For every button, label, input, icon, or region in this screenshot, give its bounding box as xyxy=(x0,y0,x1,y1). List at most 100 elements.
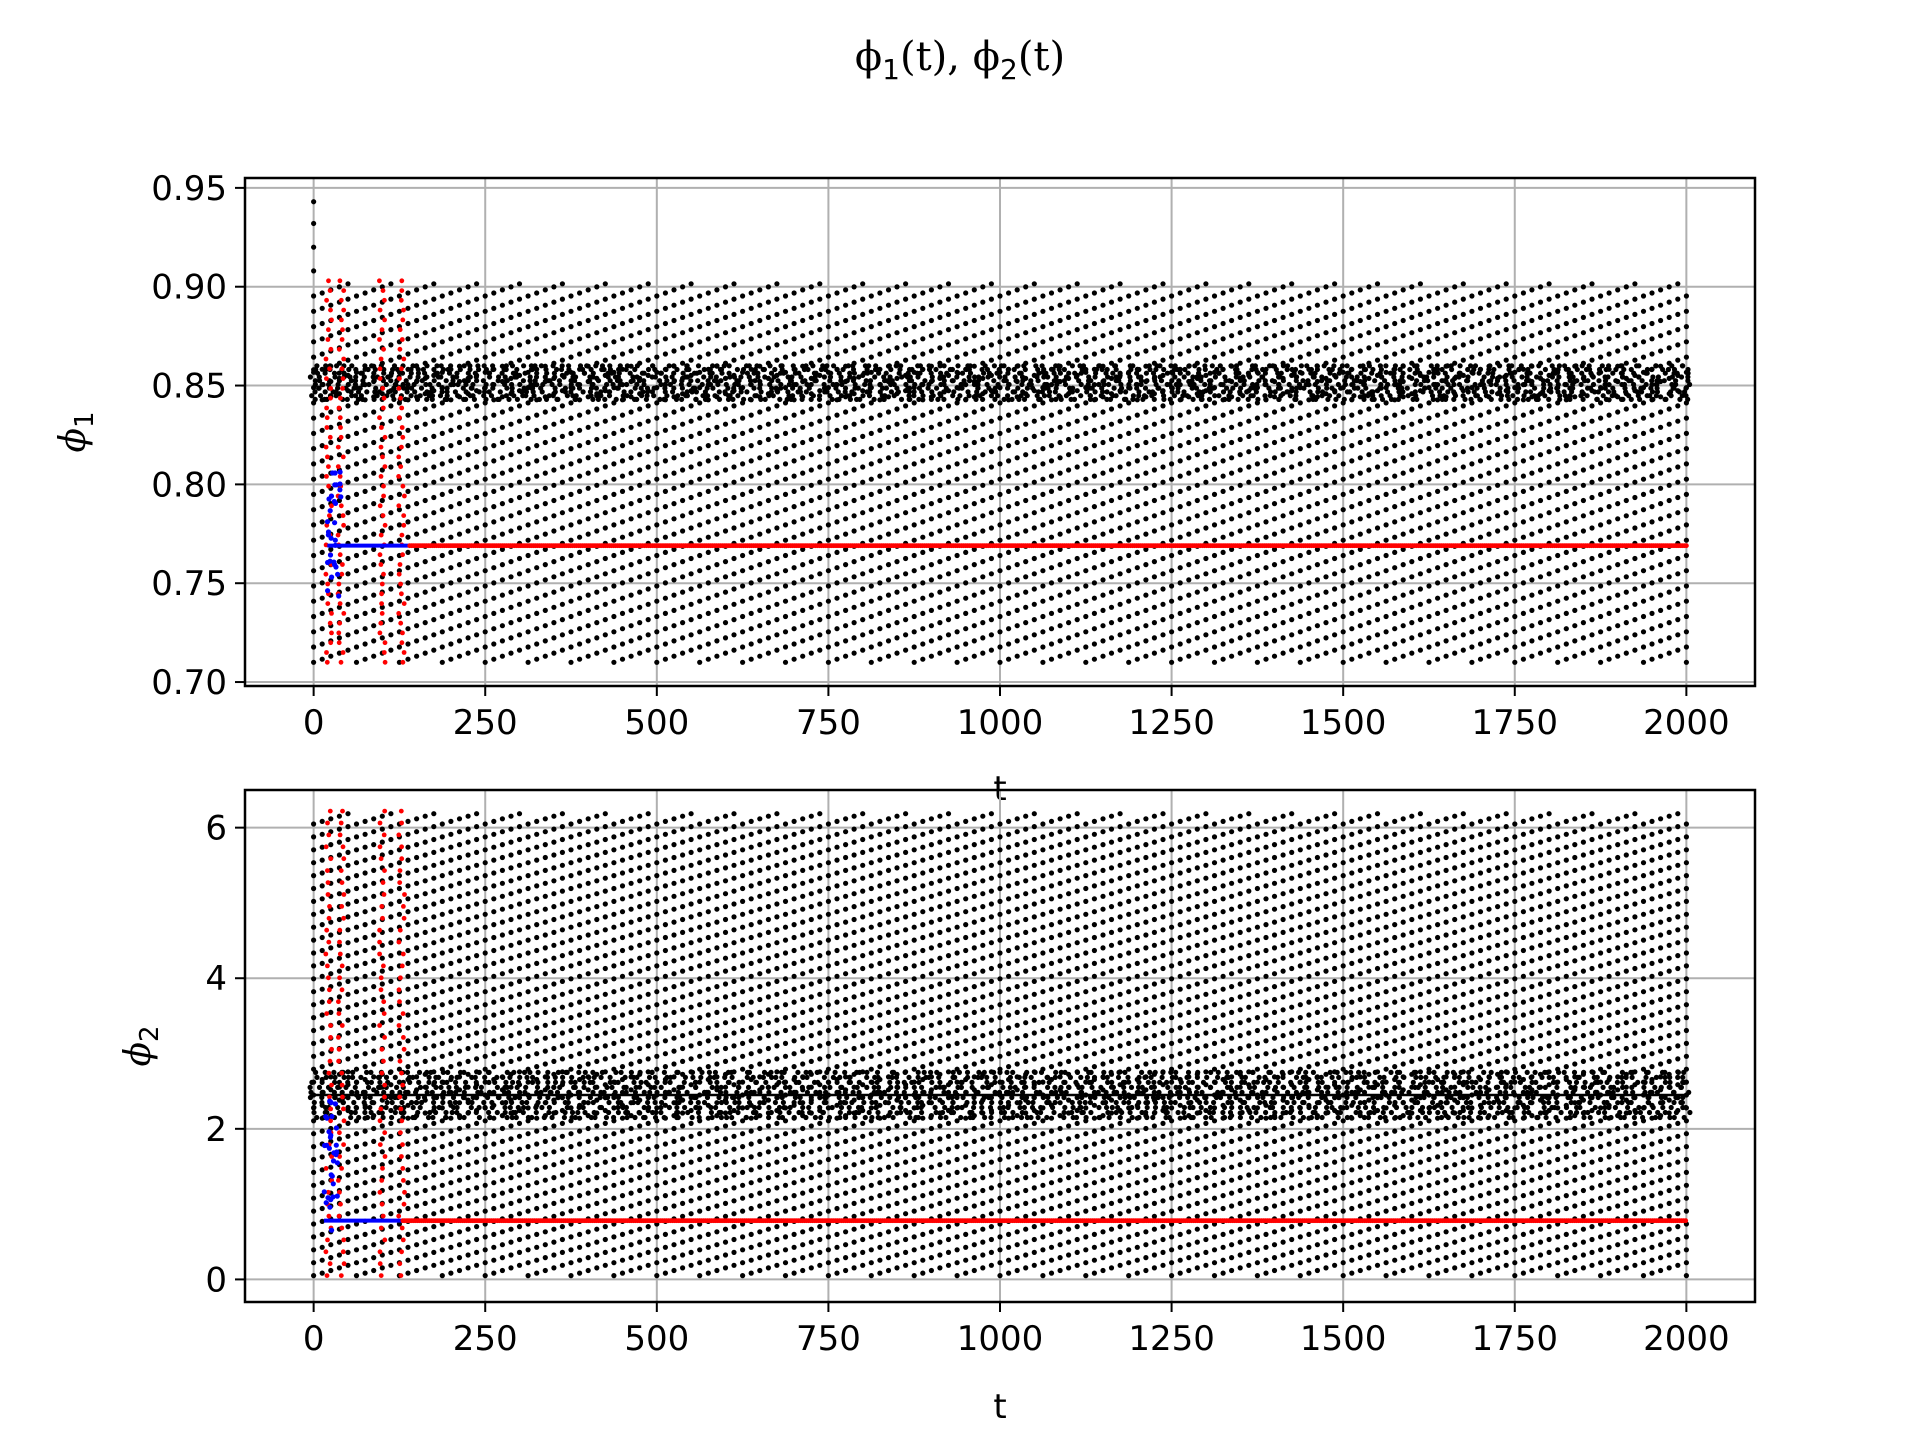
black-point xyxy=(885,501,892,507)
black-band-point xyxy=(1054,381,1060,388)
black-point xyxy=(843,287,849,293)
black-band-point xyxy=(992,396,998,402)
black-band-point xyxy=(1199,396,1205,402)
black-band-point xyxy=(1101,381,1107,388)
black-point xyxy=(1512,491,1518,497)
black-point xyxy=(1194,345,1200,351)
black-point xyxy=(877,519,883,525)
black-point xyxy=(345,494,351,501)
black-point xyxy=(1040,461,1046,467)
black-point xyxy=(834,626,840,632)
black-point xyxy=(1117,418,1123,424)
black-point xyxy=(396,293,402,299)
black-point xyxy=(731,647,737,653)
black-point xyxy=(843,501,849,507)
black-point xyxy=(731,464,737,470)
black-point xyxy=(1091,336,1097,342)
black-point xyxy=(577,473,583,479)
black-point xyxy=(1503,617,1509,623)
black-point xyxy=(911,537,917,543)
black-point xyxy=(817,510,823,516)
black-point xyxy=(1177,427,1183,433)
black-band-point xyxy=(543,396,550,402)
black-point xyxy=(1271,623,1278,629)
black-point xyxy=(1194,330,1200,336)
black-point xyxy=(551,528,557,534)
black-band-point xyxy=(1319,378,1325,384)
black-point xyxy=(1392,290,1398,296)
black-band-point xyxy=(1335,381,1341,388)
black-point xyxy=(1254,461,1260,467)
black-band-point xyxy=(838,393,845,399)
black-point xyxy=(954,568,960,574)
black-band-point xyxy=(824,363,830,369)
black-point xyxy=(1297,339,1303,345)
black-point xyxy=(1435,626,1441,632)
black-band-point xyxy=(1250,393,1256,399)
black-point xyxy=(551,314,557,320)
black-point xyxy=(1306,504,1312,510)
black-point xyxy=(542,623,548,629)
black-band-point xyxy=(364,389,370,395)
black-point xyxy=(1083,324,1089,330)
black-band-point xyxy=(1272,389,1278,395)
black-point xyxy=(559,449,566,455)
black-point xyxy=(1460,403,1466,409)
black-point xyxy=(868,430,874,436)
black-band-point xyxy=(1481,385,1487,391)
black-point xyxy=(542,287,548,293)
black-band-point xyxy=(554,366,560,373)
black-point xyxy=(405,519,411,525)
black-band-point xyxy=(1177,370,1183,376)
black-band-point xyxy=(899,374,905,380)
black-point xyxy=(654,552,660,559)
black-band-point xyxy=(1358,370,1364,376)
black-band-point xyxy=(1222,374,1228,380)
black-point xyxy=(405,320,411,327)
black-point xyxy=(534,595,540,601)
black-point xyxy=(988,418,995,424)
black-band-point xyxy=(624,381,630,388)
black-point xyxy=(1169,629,1175,635)
figure-title: ϕ1(t), ϕ2(t) xyxy=(855,34,1065,86)
black-band-point xyxy=(856,374,862,380)
black-band-point xyxy=(418,385,425,391)
black-point xyxy=(491,641,497,647)
black-point xyxy=(697,461,703,467)
black-point xyxy=(1263,549,1269,556)
black-point xyxy=(1495,513,1501,519)
black-point xyxy=(1048,565,1055,571)
black-band-point xyxy=(620,396,627,402)
black-point xyxy=(671,333,677,339)
black-point xyxy=(1409,314,1415,320)
black-point xyxy=(843,638,849,644)
black-band-point xyxy=(376,389,382,395)
black-point xyxy=(1048,641,1055,647)
black-band-point xyxy=(785,374,791,380)
black-point xyxy=(654,659,660,665)
black-point xyxy=(499,333,505,339)
black-point xyxy=(388,433,394,439)
black-band-point xyxy=(666,363,672,369)
black-point xyxy=(1246,632,1252,638)
black-point xyxy=(1417,632,1423,638)
black-point xyxy=(1477,580,1484,586)
black-point xyxy=(654,583,660,589)
black-point xyxy=(903,433,909,439)
black-point xyxy=(637,528,643,534)
black-point xyxy=(1254,354,1260,360)
black-point xyxy=(748,626,754,632)
black-point xyxy=(431,555,437,562)
black-point xyxy=(1229,577,1235,583)
black-point xyxy=(1134,320,1140,327)
black-point xyxy=(1417,617,1423,623)
black-band-point xyxy=(1516,385,1522,391)
black-band-point xyxy=(1260,374,1266,380)
black-point xyxy=(1271,302,1278,308)
black-point xyxy=(903,632,909,638)
black-point xyxy=(945,449,952,455)
black-band-point xyxy=(695,378,701,384)
black-point xyxy=(980,421,986,427)
black-point xyxy=(1169,659,1175,665)
black-point xyxy=(534,473,540,479)
